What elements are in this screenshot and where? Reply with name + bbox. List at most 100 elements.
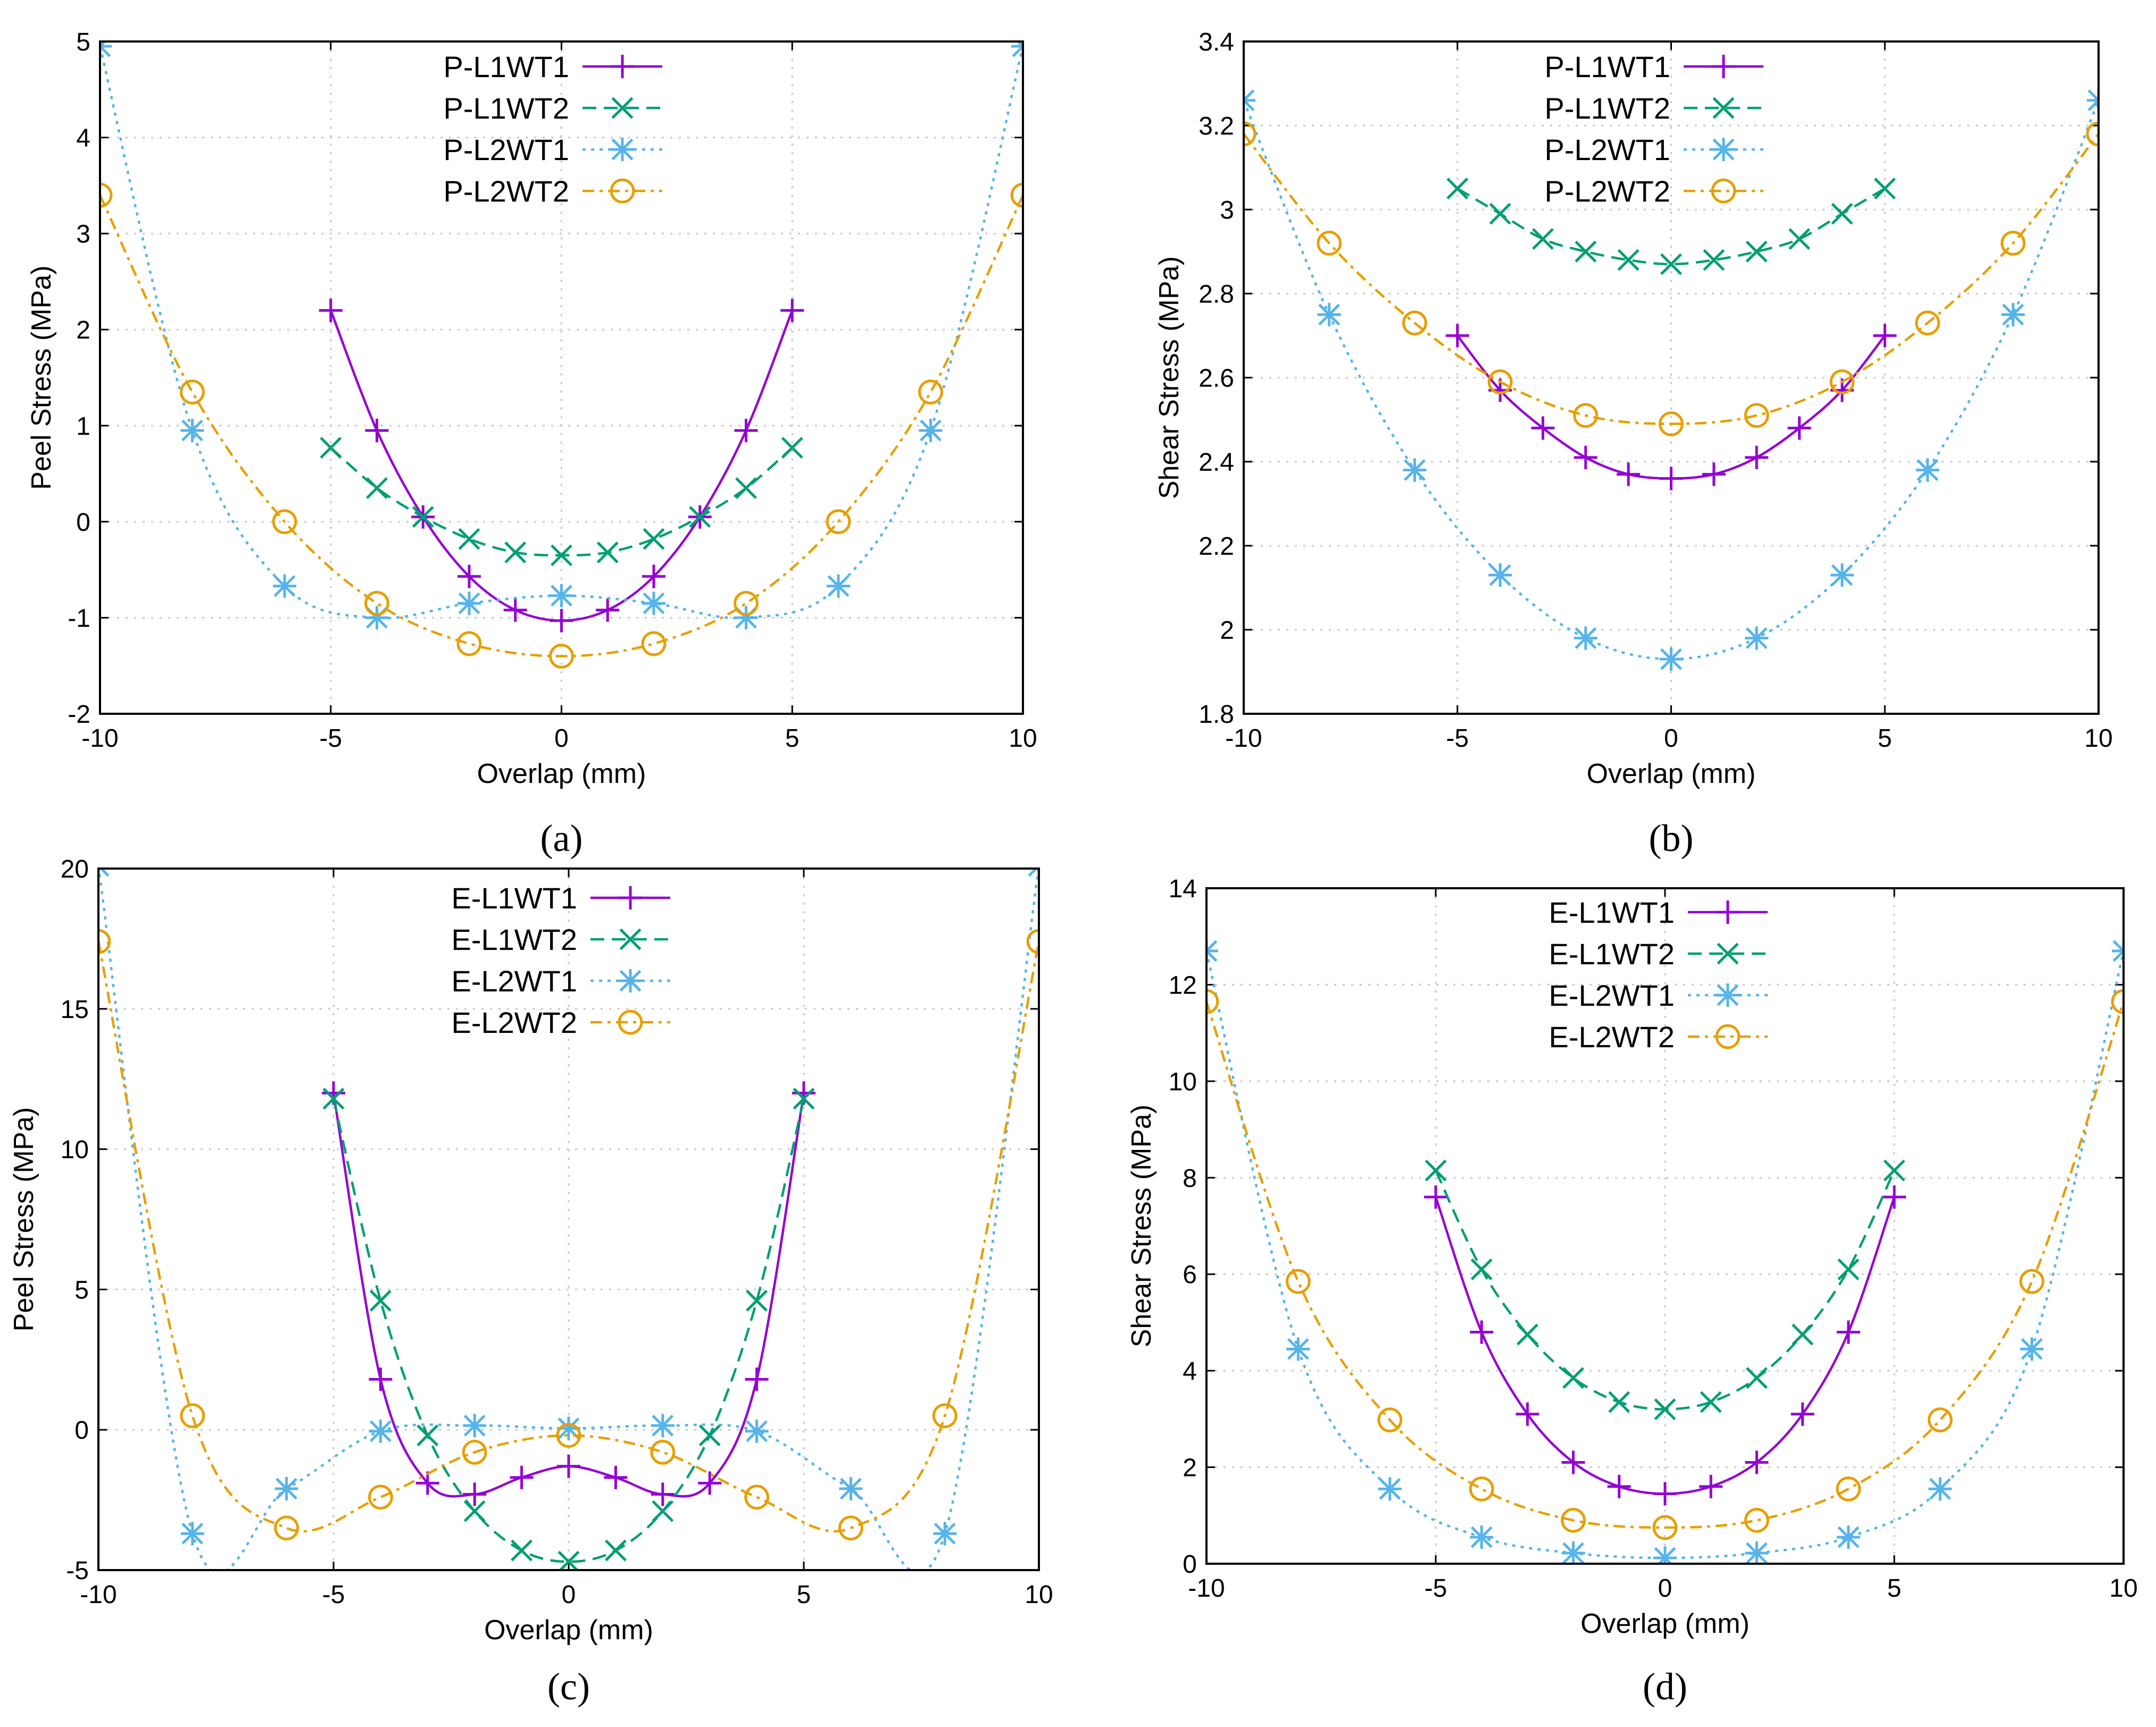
series-group [98,869,1039,1570]
series-group [1244,88,2099,671]
data-point [1561,1541,1585,1564]
legend-label: E-L1WT1 [452,881,578,915]
legend-marker [1711,178,1736,204]
data-point [458,528,480,550]
data-point [2020,1337,2044,1361]
data-point [319,298,343,322]
legend-label: E-L2WT1 [452,964,578,998]
legend-item: P-L1WT2 [1545,91,1763,125]
data-point [510,1465,534,1489]
series-line [1244,133,2099,426]
x-axis-label: Overlap (mm) [484,1615,653,1646]
data-point [652,1500,674,1522]
data-point [780,298,804,322]
data-point [412,506,434,528]
data-point [1488,563,1512,587]
x-tick-label: -10 [1225,724,1262,753]
x-tick-label: -5 [1446,724,1469,753]
legend-item: E-L2WT1 [452,964,670,998]
data-point [1927,1407,1953,1433]
x-axis-label: Overlap (mm) [477,758,646,789]
y-tick-label: 20 [61,855,89,883]
data-point [1470,1320,1494,1344]
data-point [1836,1525,1860,1549]
data-point [274,1515,299,1541]
plot-frame [99,40,1024,715]
data-point [1244,88,1255,112]
legend-item: P-L2WT1 [444,133,662,166]
data-point [735,477,757,499]
series-P-L2WT1 [100,41,1023,630]
y-tick-label: -2 [68,700,90,729]
series-group [1206,939,2124,1564]
legend: E-L1WT1 E-L1WT2 E-L2WT1 E-L2WT2 [452,881,670,1039]
data-point [604,1539,627,1562]
x-tick-label: 0 [554,724,569,753]
data-point [1699,1474,1723,1498]
data-point [1445,324,1469,347]
data-point [180,1403,205,1429]
data-point [839,1476,863,1500]
data-point [1745,1450,1769,1474]
data-point [1659,647,1683,671]
data-point [1791,1402,1814,1426]
plot-frame [1243,40,2100,715]
x-axis-label: Overlap (mm) [1580,1608,1750,1639]
legend-marker [619,969,642,992]
y-tick-label: 2.4 [1198,448,1234,477]
legend-item: E-L2WT1 [1549,979,1768,1012]
legend-item: E-L1WT2 [452,923,670,956]
legend-item: E-L2WT2 [1549,1020,1768,1054]
data-point [1837,1258,1860,1281]
data-point [180,379,205,405]
data-point [919,419,943,443]
data-point [1883,1185,1906,1209]
legend-item: P-L2WT2 [444,174,662,208]
grid [1244,41,2099,714]
legend-marker [1712,138,1735,161]
y-tick-label: 1.8 [1198,700,1234,729]
x-tick-label: -5 [319,724,342,753]
data-point [1531,228,1554,250]
data-point [463,1482,487,1506]
data-point [2000,230,2026,256]
y-tick-label: 6 [1183,1261,1197,1289]
legend-label: P-L1WT2 [1545,91,1671,125]
panels: -10 -5 0 5 10-2-1012345P-L1WT1P-L1WT2P-L2WT1… [9,28,2138,1708]
data-point [2112,939,2124,963]
data-point [643,528,665,550]
data-point [556,1423,581,1448]
data-point [1469,1476,1494,1501]
series-line [1206,1001,2124,1529]
data-point [781,437,803,459]
x-tick-label: -10 [80,1581,116,1609]
legend-item: E-L1WT2 [1549,937,1768,971]
data-point [463,1414,487,1438]
panel-caption: (b) [1649,817,1694,860]
data-point [1424,1185,1447,1209]
legend-item: P-L1WT2 [444,91,662,125]
data-point [1575,240,1597,263]
legend-label: E-L2WT2 [1549,1020,1675,1054]
data-point [1561,1507,1586,1533]
y-tick-label: 10 [61,1136,89,1164]
data-point [2001,303,2025,327]
data-point [698,1424,721,1447]
data-point [2086,121,2099,147]
data-point [1744,1507,1769,1533]
series-E-L1WT1 [1424,1185,1906,1506]
data-point [2019,1269,2045,1294]
data-point [1830,563,1854,587]
y-tick-label: 8 [1183,1164,1197,1192]
series-P-L1WT1 [1445,324,1897,490]
data-point [1489,203,1511,225]
data-point [1617,249,1639,271]
data-point [1403,458,1427,482]
data-point [1744,403,1769,428]
data-point [1915,310,1941,336]
data-point [463,1500,486,1522]
y-tick-label: 4 [76,124,90,153]
legend-marker [1715,1024,1741,1049]
data-point [456,631,482,656]
